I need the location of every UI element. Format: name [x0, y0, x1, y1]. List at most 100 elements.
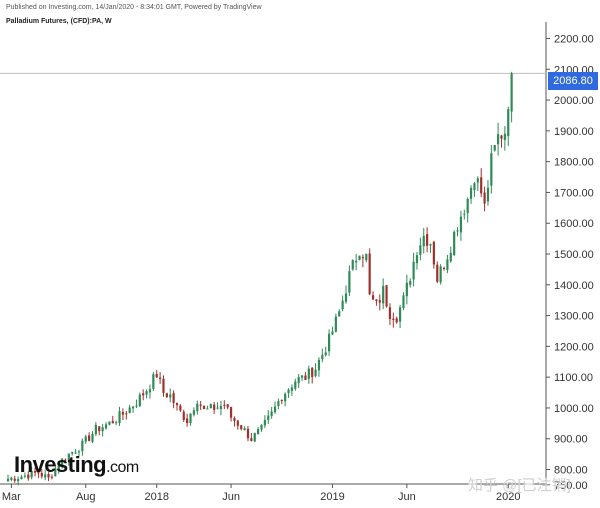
candle-body: [64, 459, 67, 461]
candle-body: [436, 264, 439, 282]
y-tick-label: 1100.00: [554, 372, 593, 384]
candle-body: [503, 133, 506, 140]
candle-body: [500, 135, 503, 139]
candle-body: [182, 411, 185, 420]
candle-body: [253, 433, 256, 442]
candle-body: [287, 389, 290, 394]
candle-body: [358, 255, 361, 261]
candle-body: [104, 424, 108, 429]
candle-body: [382, 286, 385, 304]
candle-body: [490, 153, 493, 186]
candle-body: [57, 465, 60, 469]
candle-body: [469, 187, 473, 199]
y-tick-label: 1500.00: [554, 249, 594, 261]
candle-body: [493, 145, 496, 151]
y-tick-label: 1200.00: [554, 341, 594, 353]
x-tick-label: Aug: [76, 491, 96, 503]
candle-body: [169, 394, 172, 398]
candle-body: [159, 377, 162, 379]
candle-body: [432, 241, 435, 265]
candle-body: [341, 300, 344, 310]
candle-body: [365, 253, 368, 261]
candle-body: [77, 451, 81, 453]
candle-body: [131, 406, 135, 409]
candle-body: [284, 393, 287, 402]
candle-body: [338, 311, 341, 317]
candle-body: [257, 429, 260, 435]
x-tick-label: Mar: [2, 491, 21, 503]
candle-body: [304, 375, 307, 380]
candle-body: [280, 400, 283, 402]
x-tick-label: 2020: [496, 491, 520, 503]
candle-body: [60, 458, 64, 466]
candle-body: [135, 405, 138, 407]
candle-body: [398, 307, 402, 322]
candle-body: [226, 404, 229, 408]
candle-body: [199, 404, 202, 406]
candle-body: [456, 230, 459, 232]
y-tick-label: 2200.00: [554, 33, 594, 45]
candle-body: [240, 425, 243, 430]
candle-body: [67, 453, 70, 461]
y-tick-label: 1300.00: [554, 311, 594, 323]
y-tick-label: 900.00: [554, 434, 588, 446]
candle-body: [250, 438, 253, 441]
candle-body: [13, 478, 16, 481]
logo-text: Investing: [14, 452, 107, 477]
candle-body: [236, 420, 239, 426]
candle-body: [442, 267, 446, 269]
candle-body: [446, 259, 449, 271]
candle-body: [74, 452, 77, 454]
candle-body: [30, 470, 33, 478]
candle-body: [54, 468, 57, 477]
candle-body: [98, 426, 101, 432]
candle-body: [246, 428, 250, 439]
candle-body: [321, 354, 324, 360]
candle-body: [405, 282, 408, 297]
candle-body: [290, 387, 294, 391]
candle-body: [480, 177, 483, 194]
candle-body: [50, 476, 54, 478]
candle-body: [388, 307, 392, 320]
candle-body: [172, 393, 175, 403]
candle-body: [192, 410, 195, 415]
candle-body: [324, 352, 327, 356]
candle-body: [155, 373, 158, 378]
candle-body: [216, 407, 219, 409]
watermark-text: 知乎 @[已注销]: [468, 477, 571, 494]
logo-suffix: .com: [106, 459, 139, 476]
candle-body: [142, 393, 145, 396]
candle-body: [6, 478, 10, 482]
candle-body: [152, 374, 155, 389]
candle-body: [294, 381, 297, 389]
candle-body: [111, 420, 114, 424]
candle-body: [422, 235, 425, 247]
candle-body: [165, 393, 168, 398]
candle-body: [33, 470, 37, 473]
candle-body: [497, 134, 500, 145]
candle-body: [463, 213, 466, 215]
candle-body: [209, 404, 212, 409]
candle-body: [88, 435, 91, 441]
y-tick-label: 1000.00: [554, 403, 594, 415]
candle-body: [115, 422, 118, 424]
y-tick-label: 1700.00: [554, 187, 594, 199]
candle-body: [473, 183, 476, 191]
candle-body: [368, 253, 371, 295]
candle-body: [108, 421, 111, 425]
candle-body: [223, 404, 226, 406]
y-tick-label: 1400.00: [554, 280, 594, 292]
candle-body: [385, 285, 388, 307]
y-tick-label: 800.00: [554, 465, 588, 477]
candle-body: [94, 424, 97, 435]
y-tick-label: 1600.00: [554, 218, 594, 230]
candle-body: [476, 178, 479, 183]
candle-body: [27, 474, 30, 479]
candle-body: [71, 451, 74, 454]
candle-body: [429, 244, 432, 246]
candle-body: [20, 476, 23, 479]
candle-body: [10, 477, 13, 480]
candle-body: [101, 427, 104, 432]
candle-body: [439, 266, 442, 283]
